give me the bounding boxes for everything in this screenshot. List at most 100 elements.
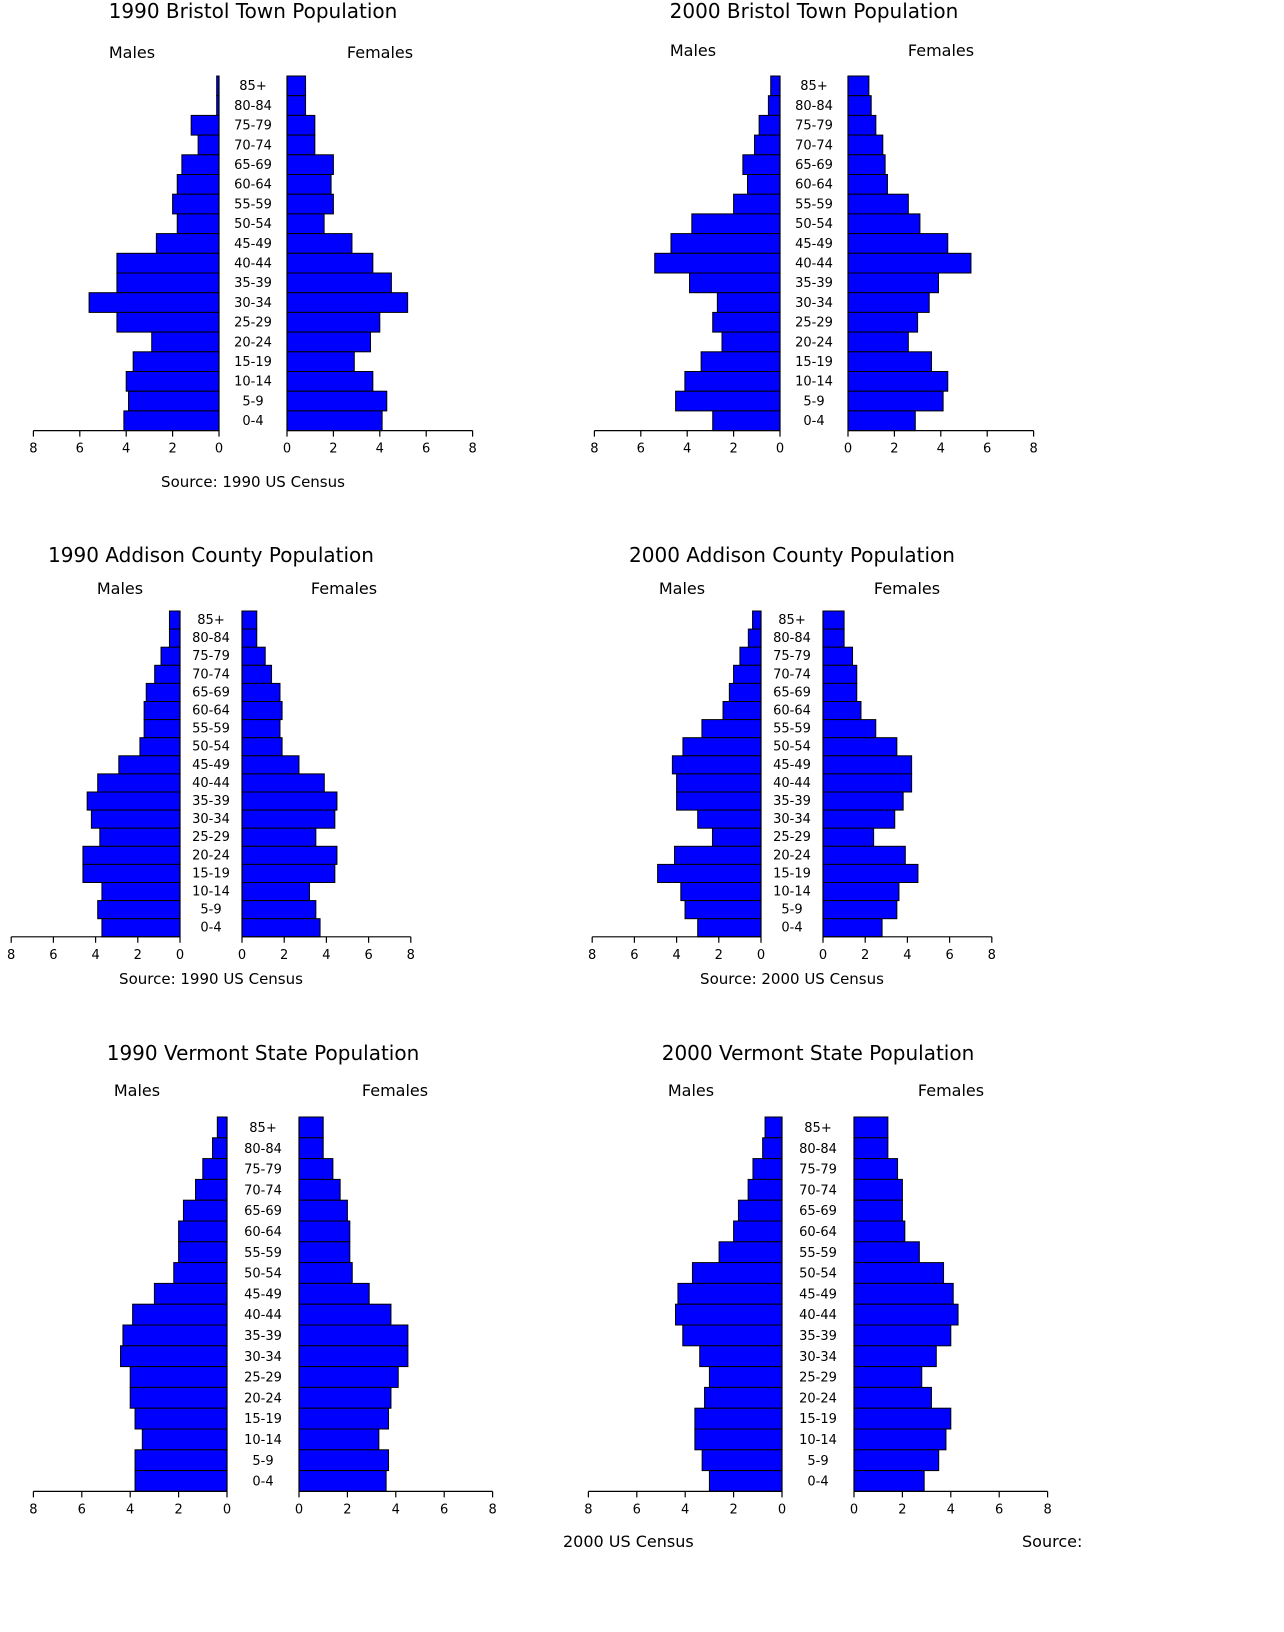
male-bar-35-39 [122,1324,228,1347]
male-bar-30-34 [90,809,181,829]
female-bar-30-34 [298,1345,409,1368]
female-bar-30-34 [847,292,930,313]
female-bar-25-29 [241,827,317,847]
females-label: Females [347,43,413,62]
female-bar-55-59 [847,193,909,215]
male-bar-20-24 [721,331,781,353]
age-label-65-69: 65-69 [244,1204,282,1219]
male-tick-label-6: 6 [633,1502,641,1517]
male-bar-0-4 [134,1470,228,1492]
male-bar-50-54 [139,737,181,757]
female-bar-35-39 [298,1324,409,1347]
age-label-60-64: 60-64 [799,1225,837,1240]
age-label-55-59: 55-59 [795,197,833,212]
male-tick-label-8: 8 [584,1502,592,1517]
female-bar-35-39 [847,272,939,294]
age-label-40-44: 40-44 [234,256,272,271]
male-tick-label-6: 6 [630,948,638,963]
male-tick-label-8: 8 [29,442,37,457]
male-bar-10-14 [101,882,181,902]
female-bar-40-44 [847,252,972,274]
male-bar-80-84 [762,1137,783,1160]
age-label-80-84: 80-84 [773,631,811,646]
age-label-75-79: 75-79 [192,649,230,664]
age-label-15-19: 15-19 [799,1412,837,1427]
female-bar-5-9 [298,1449,390,1472]
male-bar-0-4 [712,410,781,432]
female-bar-10-14 [286,371,374,392]
male-tick-label-6: 6 [49,948,57,963]
male-bar-15-19 [132,351,220,372]
male-bar-75-79 [739,646,762,666]
male-bar-5-9 [701,1449,783,1472]
age-label-75-79: 75-79 [244,1163,282,1178]
age-label-0-4: 0-4 [242,414,263,429]
male-bar-45-49 [670,233,781,254]
female-bar-45-49 [847,233,949,254]
age-label-25-29: 25-29 [773,830,811,845]
male-bar-25-29 [711,827,762,847]
female-bar-45-49 [822,755,913,775]
age-label-5-9: 5-9 [242,394,263,409]
male-bar-55-59 [172,193,220,215]
age-label-40-44: 40-44 [192,776,230,791]
female-bar-45-49 [853,1282,954,1305]
age-label-60-64: 60-64 [773,704,811,719]
female-bar-25-29 [847,311,919,333]
female-bar-60-64 [847,174,888,195]
male-bar-10-14 [684,371,781,392]
age-label-70-74: 70-74 [773,667,811,682]
age-label-0-4: 0-4 [803,414,824,429]
female-bar-85+ [241,610,258,630]
male-tick-label-0: 0 [776,442,784,457]
age-label-80-84: 80-84 [234,99,272,114]
female-bar-20-24 [241,845,338,865]
female-tick-label-8: 8 [488,1502,496,1517]
age-label-40-44: 40-44 [799,1308,837,1323]
male-tick-label-0: 0 [176,948,184,963]
age-label-75-79: 75-79 [773,649,811,664]
chart-title: 2000 Addison County Population [629,543,955,567]
male-bar-75-79 [758,114,781,136]
male-bar-65-69 [181,154,220,176]
female-bar-65-69 [822,682,858,702]
female-bar-75-79 [853,1158,899,1180]
male-bar-35-39 [116,272,220,294]
male-bar-65-69 [145,682,181,702]
female-bar-50-54 [241,737,283,757]
male-bar-45-49 [153,1282,228,1305]
female-bar-20-24 [822,845,906,865]
age-label-30-34: 30-34 [799,1350,837,1365]
male-tick-label-0: 0 [223,1502,231,1517]
age-label-0-4: 0-4 [252,1475,273,1490]
male-tick-label-2: 2 [715,948,723,963]
age-label-35-39: 35-39 [234,276,272,291]
males-label: Males [97,579,143,598]
female-bar-70-74 [853,1178,903,1201]
female-tick-label-6: 6 [995,1502,1003,1517]
female-bar-75-79 [822,646,854,666]
female-tick-label-0: 0 [238,948,246,963]
female-tick-label-2: 2 [343,1502,351,1517]
female-bar-10-14 [847,371,949,392]
age-label-25-29: 25-29 [795,316,833,331]
females-label: Females [918,1081,984,1100]
males-label: Males [109,43,155,62]
male-bar-20-24 [82,845,181,865]
age-label-55-59: 55-59 [799,1246,837,1261]
male-bar-85+ [764,1116,783,1139]
age-label-70-74: 70-74 [795,138,833,153]
pyramid-panel-bristol-2000: 2000 Bristol Town Population Males Females… [560,0,1100,520]
male-bar-30-34 [120,1345,228,1368]
male-tick-label-4: 4 [91,948,99,963]
female-bar-75-79 [298,1158,334,1180]
age-label-25-29: 25-29 [799,1371,837,1386]
female-bar-65-69 [241,682,281,702]
female-tick-label-6: 6 [945,948,953,963]
female-tick-label-0: 0 [283,442,291,457]
male-bar-70-74 [747,1178,783,1201]
chart-title: 1990 Bristol Town Population [109,0,398,23]
males-label: Males [668,1081,714,1100]
age-label-60-64: 60-64 [244,1225,282,1240]
male-bar-85+ [770,75,781,97]
